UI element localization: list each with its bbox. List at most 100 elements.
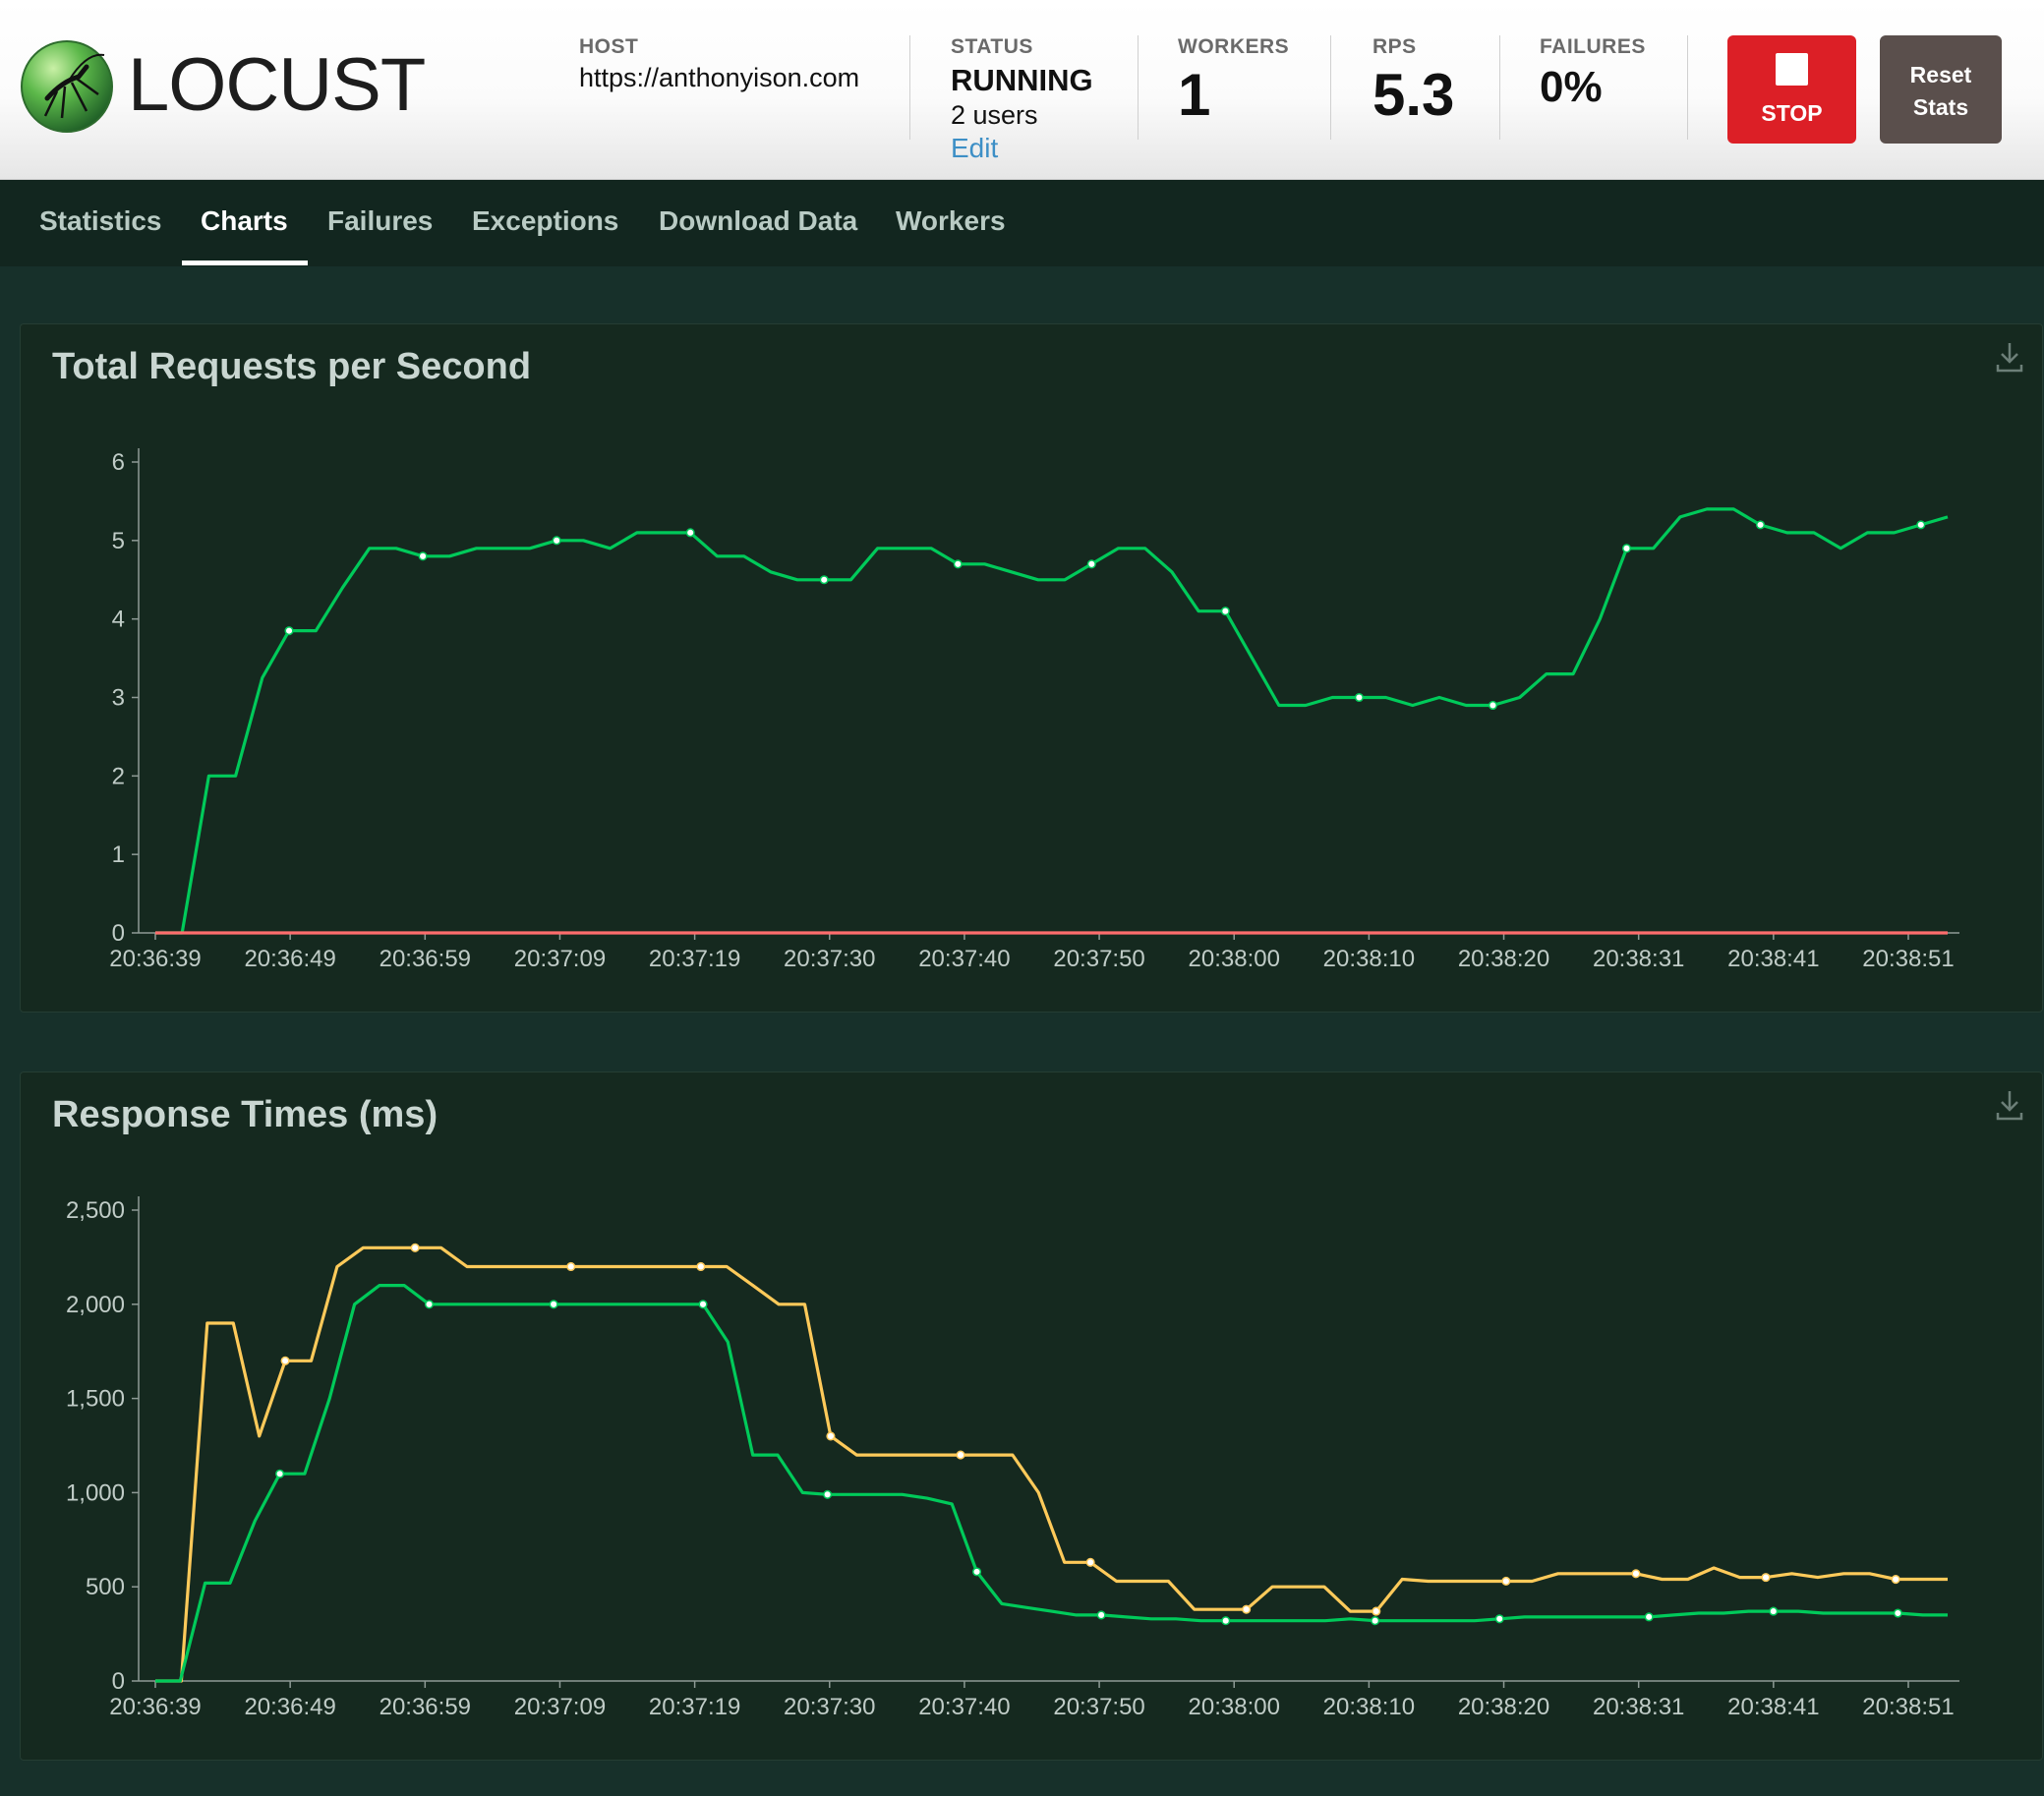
host-stat: HOST https://anthonyison.com [579,35,859,93]
rps-chart-series-0-point [685,528,695,538]
response-times-chart-series-0-point [410,1243,420,1252]
response-times-chart-series-1-point [1221,1616,1231,1626]
rps-chart-series-0-line [155,507,1949,935]
active-tab-indicator [182,261,308,265]
rps-chart-x-tick-label: 20:38:00 [1189,946,1280,972]
rps-chart-series-0-point [1621,544,1632,553]
stop-button-label: STOP [1761,100,1823,126]
response-times-chart-x-tick-label: 20:38:00 [1189,1694,1280,1720]
response-times-chart-x-tick-label: 20:37:50 [1053,1694,1144,1720]
response-times-chart-x-tick-label: 20:38:31 [1593,1694,1684,1720]
header-divider [1138,35,1139,140]
rps-chart-y-tick-label: 6 [112,449,125,476]
response-times-chart-series-0-point [1242,1604,1252,1614]
response-times-chart-series-1-point [823,1489,833,1499]
failures-stat: FAILURES 0% [1540,35,1646,116]
response-times-chart-series-1-point [698,1300,708,1309]
status-label: STATUS [951,35,1033,58]
header-divider [909,35,910,140]
edit-users-link[interactable]: Edit [951,133,999,163]
response-times-chart-series-1-line [155,1284,1948,1683]
rps-chart-x-tick-label: 20:38:51 [1862,946,1954,972]
response-times-chart-x-tick-label: 20:38:10 [1323,1694,1415,1720]
rps-chart-series-0-point [1755,520,1766,530]
response-times-chart-series-0-point [826,1431,836,1441]
response-times-chart-title: Response Times (ms) [52,1094,438,1135]
response-times-chart-series-0-point [1085,1557,1095,1567]
workers-value: 1 [1178,62,1211,128]
response-times-chart-series-0-point [1372,1606,1381,1616]
failures-value: 0% [1540,63,1603,111]
response-times-chart-y-tick-label: 2,000 [66,1292,125,1318]
rps-chart-x-tick-label: 20:37:19 [649,946,740,972]
download-icon[interactable] [1995,340,2024,374]
reset-stats-label-line1: Reset [1909,62,1972,87]
rps-chart: 0 1 2 3 4 5 6 20:36:39 20:36:49 20:36:59 20:37:09 2… [109,448,1959,972]
response-times-chart-series-1-point [1371,1616,1380,1626]
rps-chart-series-0-point [418,551,428,561]
status-value: RUNNING [951,63,1093,97]
response-times-chart: 0 500 1,000 1,500 2,000 2,500 20:36:39 20:36:49… [66,1196,1959,1720]
response-times-chart-series-1-point [1096,1610,1106,1620]
tab-charts[interactable]: Charts [201,205,288,236]
stop-button[interactable]: STOP [1727,35,1856,144]
rps-chart-y-tick-label: 1 [112,841,125,868]
response-times-chart-x-tick-label: 20:38:51 [1862,1694,1954,1720]
header-divider [1499,35,1500,140]
rps-chart-x-tick-label: 20:36:59 [380,946,471,972]
rps-chart-x-tick-label: 20:38:31 [1593,946,1684,972]
status-stat: STATUS RUNNING 2 users Edit [951,35,1093,164]
tab-exceptions[interactable]: Exceptions [472,205,619,236]
response-times-chart-series-0-point [280,1356,290,1365]
response-times-chart-series-0-point [1891,1574,1900,1585]
rps-chart-x-tick-label: 20:37:09 [514,946,606,972]
response-times-chart-panel: Response Times (ms) 0 500 1,000 1,500 2,000 2… [20,1072,2043,1761]
tab-failures[interactable]: Failures [327,205,434,236]
response-times-chart-series-0-point [696,1261,706,1272]
user-count: 2 users [951,100,1038,130]
response-times-chart-y-tick-label: 1,500 [66,1386,125,1413]
host-value: https://anthonyison.com [579,63,860,92]
rps-chart-series-0-point [819,575,829,585]
rps-chart-x-tick-label: 20:37:50 [1053,946,1144,972]
response-times-chart-series-0-point [956,1450,965,1460]
response-times-chart-series-0-line [155,1246,1948,1683]
failures-label: FAILURES [1540,35,1646,58]
response-times-chart-series-1-point [1893,1608,1902,1618]
rps-chart-series-0-point [1220,607,1230,616]
workers-label: WORKERS [1178,35,1290,58]
response-times-chart-series-1-point [424,1300,435,1309]
rps-label: RPS [1372,35,1417,58]
locust-logo-icon [21,40,113,133]
response-times-chart-x-tick-label: 20:37:30 [784,1694,875,1720]
rps-chart-x-tick-label: 20:38:41 [1727,946,1819,972]
rps-chart-x-tick-label: 20:36:49 [244,946,335,972]
host-label: HOST [579,35,639,58]
response-times-chart-x-tick-label: 20:37:19 [649,1694,740,1720]
app-title: LOCUST [128,43,426,127]
rps-chart-y-tick-label: 2 [112,763,125,789]
response-times-chart-y-tick-label: 1,000 [66,1479,125,1506]
rps-chart-x-tick-label: 20:38:20 [1458,946,1549,972]
rps-value: 5.3 [1372,62,1455,128]
tab-download-data[interactable]: Download Data [659,205,858,236]
response-times-chart-series-1-point [971,1567,982,1577]
response-times-chart-series-1-point [1644,1612,1654,1622]
rps-chart-x-tick-label: 20:38:10 [1323,946,1415,972]
response-times-chart-x-tick-label: 20:37:09 [514,1694,606,1720]
rps-chart-y-tick-label: 5 [112,528,125,554]
tab-statistics[interactable]: Statistics [39,205,162,236]
reset-stats-button[interactable]: Reset Stats [1880,35,2002,144]
tab-bar: Statistics Charts Failures Exceptions Do… [0,180,2044,266]
rps-chart-x-tick-label: 20:37:30 [784,946,875,972]
rps-chart-y-tick-label: 3 [112,685,125,712]
rps-chart-series-0-point [552,536,561,546]
response-times-chart-series-1-point [1769,1606,1779,1616]
top-header: LOCUST HOST https://anthonyison.com STAT… [0,0,2044,180]
rps-chart-series-0-point [284,626,294,636]
response-times-chart-series-0-point [1501,1576,1511,1587]
download-icon[interactable] [1995,1088,2024,1122]
rps-chart-y-tick-label: 0 [112,920,125,947]
response-times-chart-series-0-point [566,1261,576,1272]
tab-workers[interactable]: Workers [896,205,1006,236]
